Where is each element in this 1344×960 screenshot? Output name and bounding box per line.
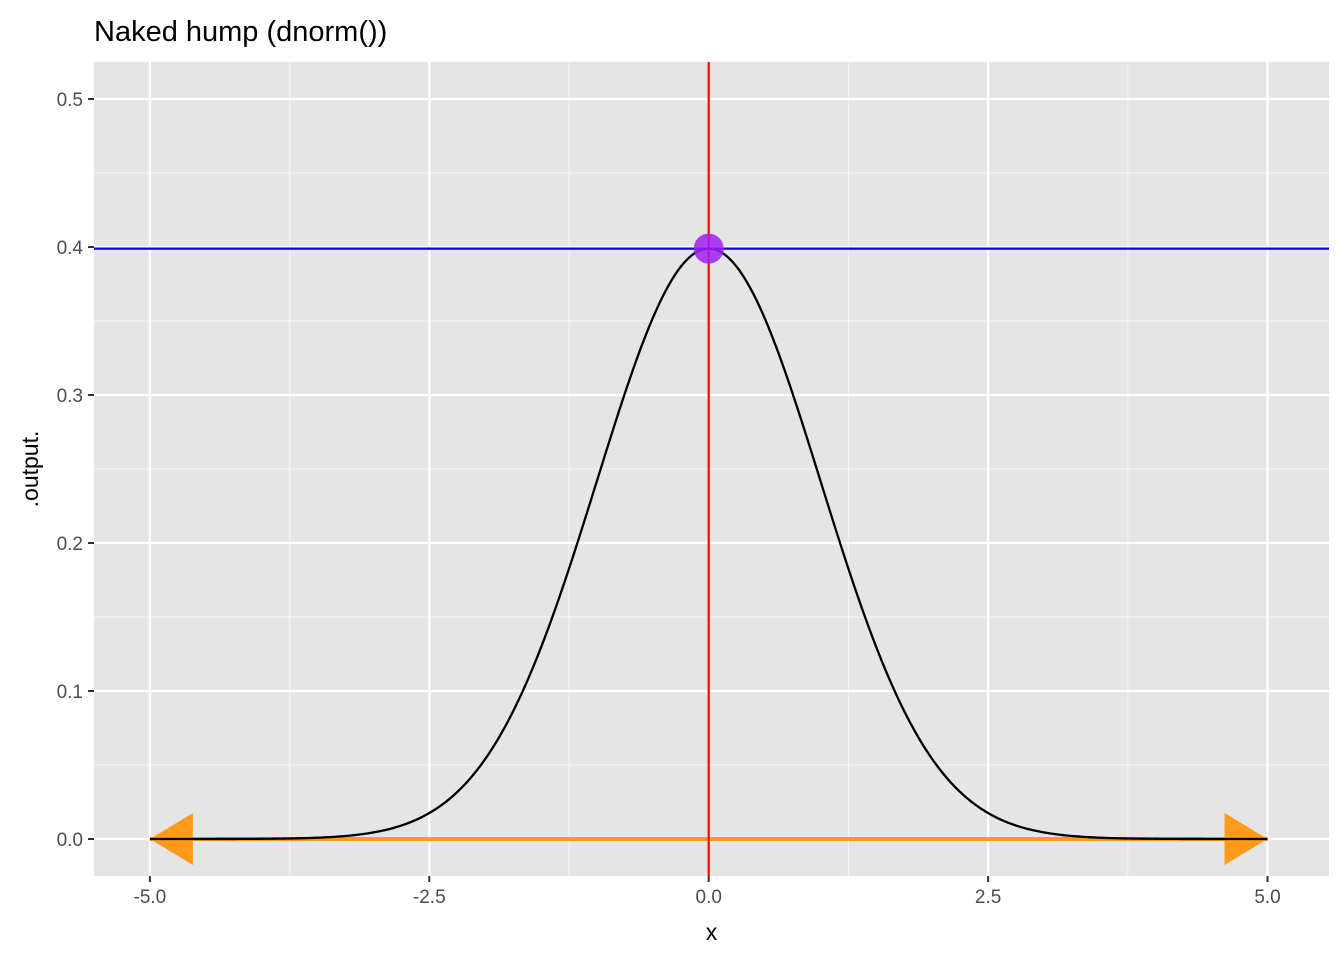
y-tick-label: 0.1 bbox=[57, 682, 83, 703]
y-tick-label: 0.2 bbox=[57, 534, 83, 555]
peak-point bbox=[693, 233, 724, 264]
x-tick-label: 2.5 bbox=[975, 887, 1001, 908]
x-axis-title: x bbox=[706, 919, 718, 945]
minor-gridlines bbox=[94, 62, 1329, 876]
y-axis: 0.0 0.1 0.2 0.3 0.4 0.5 bbox=[57, 90, 94, 851]
y-tick-label: 0.3 bbox=[57, 386, 83, 407]
x-tick-label: 0.0 bbox=[695, 887, 721, 908]
x-tick-label: 5.0 bbox=[1254, 887, 1280, 908]
x-tick-label: -2.5 bbox=[413, 887, 446, 908]
chart-title: Naked hump (dnorm()) bbox=[94, 16, 387, 48]
x-axis: -5.0 -2.5 0.0 2.5 5.0 bbox=[134, 876, 1281, 908]
y-tick-label: 0.5 bbox=[57, 90, 83, 111]
y-axis-title: .output. bbox=[17, 431, 43, 508]
y-tick-label: 0.4 bbox=[57, 238, 84, 259]
x-tick-label: -5.0 bbox=[134, 887, 167, 908]
plot-layers bbox=[94, 62, 1329, 876]
y-tick-label: 0.0 bbox=[57, 830, 83, 851]
